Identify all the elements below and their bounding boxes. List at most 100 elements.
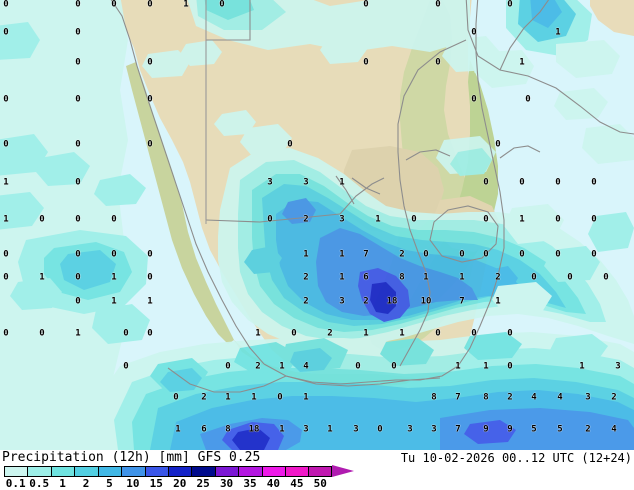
grid-value: 0	[39, 214, 45, 225]
grid-value: 0	[75, 214, 81, 225]
precipitation-colorbar[interactable]	[4, 466, 332, 477]
colorbar-tick-0.5: 0.5	[29, 477, 50, 490]
grid-value: 1	[279, 424, 285, 435]
grid-value: 1	[519, 57, 525, 68]
grid-value: 3	[339, 214, 345, 225]
grid-value: 8	[225, 424, 231, 435]
grid-value: 1	[579, 361, 585, 372]
colorbar-swatch-0.5	[27, 466, 51, 477]
grid-value: 0	[531, 272, 537, 283]
grid-value: 1	[399, 328, 405, 339]
grid-value: 5	[557, 424, 563, 435]
border-interior-5	[339, 177, 385, 215]
border-interior-7	[351, 177, 381, 195]
grid-value: 1	[339, 177, 345, 188]
grid-value: 3	[339, 296, 345, 307]
grid-value: 0	[75, 27, 81, 38]
precip-east-cell-2	[504, 204, 564, 244]
grid-value: 0	[519, 249, 525, 260]
grid-value: 0	[391, 361, 397, 372]
colorbar-swatch-30	[214, 466, 239, 477]
precip-ocean-west	[0, 0, 128, 450]
grid-value: 0	[3, 27, 9, 38]
border-interior-8	[405, 149, 451, 161]
grid-value: 0	[147, 139, 153, 150]
grid-value: 3	[303, 177, 309, 188]
grid-value: 1	[375, 214, 381, 225]
precip-interior-patch-8	[214, 110, 256, 136]
land-green-west	[126, 62, 234, 344]
grid-value: 1	[519, 214, 525, 225]
grid-value: 2	[585, 424, 591, 435]
product-title: Precipitation (12h) [mm] GFS 0.25	[2, 450, 261, 465]
colorbar-swatch-40	[261, 466, 286, 477]
grid-value: 0	[123, 328, 129, 339]
grid-value: 1	[175, 424, 181, 435]
grid-value: 1	[3, 177, 9, 188]
grid-value: 0	[39, 328, 45, 339]
grid-value: 2	[327, 328, 333, 339]
grid-value: 8	[483, 392, 489, 403]
grid-value: 0	[75, 94, 81, 105]
precip-interior-patch-2	[442, 36, 500, 72]
grid-value: 3	[407, 424, 413, 435]
grid-value: 0	[75, 296, 81, 307]
colorbar-tick-45: 45	[290, 477, 304, 490]
colorbar-swatch-15	[144, 466, 168, 477]
precip-south-15b	[464, 420, 516, 444]
grid-value: 0	[3, 0, 9, 10]
grid-value: 0	[591, 214, 597, 225]
precip-main-10	[316, 228, 478, 316]
coastline-east	[457, 0, 505, 367]
grid-value: 0	[3, 94, 9, 105]
grid-value: 0	[147, 57, 153, 68]
grid-value: 0	[111, 249, 117, 260]
grid-value: 1	[251, 392, 257, 403]
grid-value: 7	[455, 424, 461, 435]
grid-value: 6	[201, 424, 207, 435]
grid-value: 18	[248, 424, 260, 435]
colorbar-overflow-arrow-icon	[332, 465, 354, 477]
grid-value: 3	[431, 424, 437, 435]
grid-value: 3	[615, 361, 621, 372]
borders-group	[110, 0, 634, 393]
grid-value: 2	[303, 296, 309, 307]
grid-value: 7	[455, 392, 461, 403]
grid-value: 1	[483, 361, 489, 372]
grid-value: 0	[147, 0, 153, 10]
grid-value: 1	[183, 0, 189, 10]
grid-value: 0	[567, 272, 573, 283]
grid-value: 0	[363, 0, 369, 10]
grid-value: 0	[75, 272, 81, 283]
grid-value: 1	[495, 296, 501, 307]
grid-value: 0	[277, 392, 283, 403]
grid-value: 0	[75, 139, 81, 150]
grid-value: 8	[431, 392, 437, 403]
grid-value: 3	[585, 392, 591, 403]
grid-value: 0	[173, 392, 179, 403]
colorbar-tick-0.1: 0.1	[5, 477, 26, 490]
border-north-2	[206, 0, 251, 41]
grid-value: 1	[147, 296, 153, 307]
precip-ocean-west-6	[94, 174, 146, 206]
border-interior-2	[397, 39, 467, 367]
grid-value: 2	[201, 392, 207, 403]
grid-value: 1	[455, 361, 461, 372]
border-interior-9	[499, 145, 541, 159]
grid-value: 9	[507, 424, 513, 435]
grid-value: 0	[591, 249, 597, 260]
colorbar-tick-5: 5	[106, 477, 113, 490]
grid-value: 0	[3, 328, 9, 339]
grid-value: 0	[219, 0, 225, 10]
grid-value: 8	[399, 272, 405, 283]
grid-value: 0	[111, 214, 117, 225]
grid-value: 0	[471, 94, 477, 105]
precip-southcell-6	[550, 334, 608, 362]
precip-band-1-north	[204, 0, 254, 20]
precip-southcell-5	[464, 332, 522, 360]
grid-value: 1	[225, 392, 231, 403]
grid-value: 0	[355, 361, 361, 372]
grid-value: 0	[147, 94, 153, 105]
colorbar-swatch-5	[97, 466, 122, 477]
